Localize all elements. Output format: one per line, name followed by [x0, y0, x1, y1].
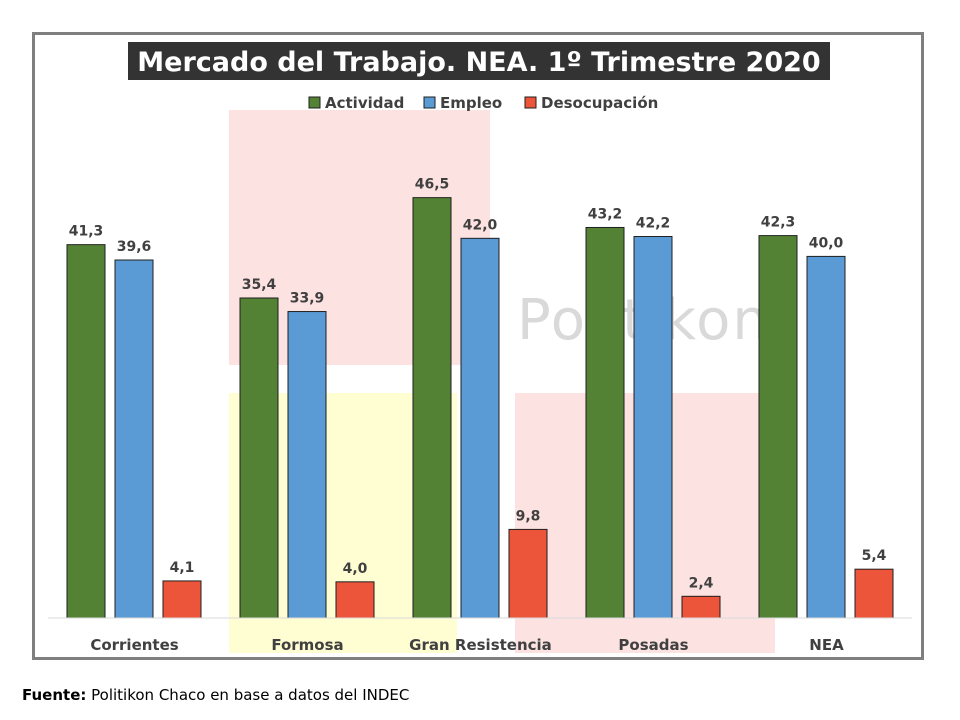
- value-label-actividad-formosa: 35,4: [242, 277, 277, 293]
- bar-empleo-corrientes: [114, 259, 154, 619]
- legend-label-empleo: Empleo: [440, 94, 502, 112]
- value-label-empleo-corrientes: 39,6: [117, 239, 152, 255]
- category-labels: Corrientes Formosa Gran Resistencia Posadas…: [90, 636, 844, 654]
- bar-desocupacion-corrientes: [162, 580, 202, 619]
- value-label-desocupacion-posadas: 2,4: [689, 575, 714, 591]
- bar-actividad-nea: [758, 235, 798, 619]
- value-label-actividad-gran-resistencia: 46,5: [415, 177, 450, 193]
- chart-title-bg: [128, 42, 830, 80]
- category-label-corrientes: Corrientes: [90, 636, 178, 654]
- legend-label-desocupacion: Desocupación: [541, 94, 658, 112]
- category-label-gran-resistencia: Gran Resistencia: [409, 636, 552, 654]
- value-label-desocupacion-corrientes: 4,1: [170, 560, 195, 576]
- legend-swatch-actividad: [308, 96, 321, 109]
- bar-actividad-corrientes: [66, 244, 106, 619]
- value-label-empleo-formosa: 33,9: [290, 291, 325, 307]
- bar-actividad-posadas: [585, 226, 625, 619]
- bar-desocupacion-nea: [854, 568, 894, 619]
- category-label-posadas: Posadas: [618, 636, 688, 654]
- source-note: Fuente: Politikon Chaco en base a datos …: [22, 686, 409, 704]
- bar-empleo-nea: [806, 255, 846, 619]
- bar-actividad-formosa: [239, 297, 279, 619]
- value-label-empleo-nea: 40,0: [809, 235, 844, 251]
- bar-empleo-posadas: [633, 236, 673, 619]
- bar-desocupacion-formosa: [335, 581, 375, 619]
- value-label-desocupacion-formosa: 4,0: [343, 561, 368, 577]
- legend-swatch-desocupacion: [524, 96, 537, 109]
- value-label-empleo-gran-resistencia: 42,0: [463, 217, 498, 233]
- bars: [66, 197, 894, 619]
- value-label-desocupacion-nea: 5,4: [862, 548, 887, 564]
- value-label-actividad-posadas: 43,2: [588, 206, 623, 222]
- source-text: Politikon Chaco en base a datos del INDE…: [91, 686, 410, 704]
- value-label-actividad-corrientes: 41,3: [69, 224, 104, 240]
- legend: Actividad Empleo Desocupación: [308, 94, 658, 112]
- chart-title: Mercado del Trabajo. NEA. 1º Trimestre 2…: [137, 47, 820, 78]
- value-label-desocupacion-gran-resistencia: 9,8: [516, 508, 541, 524]
- bar-empleo-formosa: [287, 311, 327, 619]
- chart: Mercado del Trabajo. NEA. 1º Trimestre 2…: [48, 42, 912, 654]
- category-label-formosa: Formosa: [271, 636, 343, 654]
- value-label-empleo-posadas: 42,2: [636, 216, 671, 232]
- bar-empleo-gran-resistencia: [460, 237, 500, 619]
- legend-swatch-empleo: [423, 96, 436, 109]
- category-label-nea: NEA: [809, 636, 844, 654]
- legend-label-actividad: Actividad: [325, 94, 404, 112]
- bar-desocupacion-posadas: [681, 595, 721, 619]
- value-label-actividad-nea: 42,3: [761, 215, 796, 231]
- source-label: Fuente:: [22, 686, 87, 704]
- bar-desocupacion-gran-resistencia: [508, 528, 548, 619]
- value-labels: 41,3 39,6 4,1 35,4 33,9 4,0 46,5 42,0 9,8 43,2 42,…: [69, 177, 887, 592]
- bar-actividad-gran-resistencia: [412, 197, 452, 619]
